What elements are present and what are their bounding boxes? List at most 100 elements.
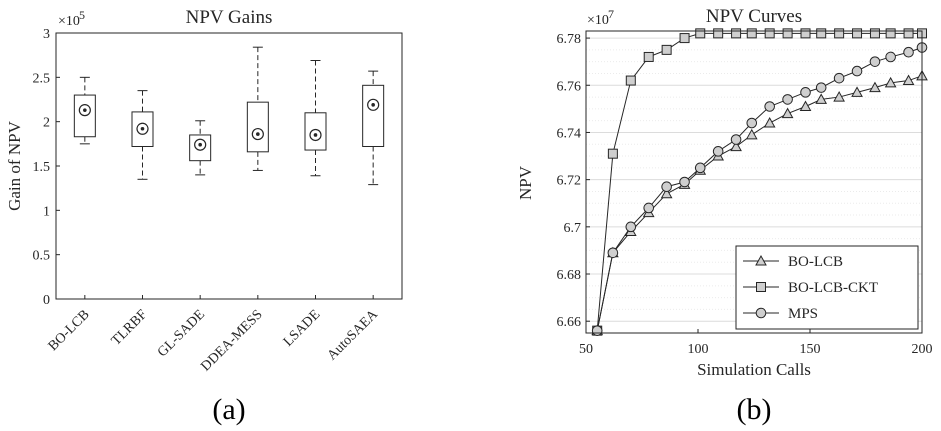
boxes xyxy=(73,46,385,186)
data-point xyxy=(815,93,828,104)
panel-label: (a) xyxy=(212,393,245,426)
data-point xyxy=(902,74,915,86)
box-2 xyxy=(189,120,212,176)
y-tick-label: 6.66 xyxy=(557,315,582,330)
x-axis: 50 100 150 200 xyxy=(579,329,933,357)
data-point xyxy=(745,128,758,140)
data-point xyxy=(643,51,654,62)
y-axis-multiplier: ×10 5 xyxy=(58,8,85,29)
x-axis-label: Simulation Calls xyxy=(697,360,811,379)
data-point xyxy=(869,56,881,67)
data-point xyxy=(607,247,619,259)
x-tick-label: LSADE xyxy=(281,307,324,350)
legend-label: BO-LCB-CKT xyxy=(788,280,878,296)
y-axis: 0 0.5 1 1.5 2 2.5 3 xyxy=(33,27,60,308)
data-point xyxy=(834,28,845,39)
median-marker-dot xyxy=(83,108,87,112)
data-point xyxy=(695,28,706,39)
data-point xyxy=(781,107,794,119)
data-point xyxy=(679,176,690,188)
line-plot-panel: NPV Curves ×10 7 NPV Simulation Calls 6.… xyxy=(516,6,933,426)
x-tick-label: 150 xyxy=(800,342,821,357)
x-tick-label: DDEA-MESS xyxy=(198,307,265,374)
data-point xyxy=(661,181,672,193)
series-circle xyxy=(591,42,928,336)
y-tick-label: 6.76 xyxy=(557,79,582,94)
data-point xyxy=(661,44,672,55)
y-tick-label: 0.5 xyxy=(33,249,51,264)
data-point xyxy=(591,325,603,336)
data-point xyxy=(782,28,793,39)
x-tick-label: AutoSAEA xyxy=(325,307,382,364)
data-point xyxy=(625,221,637,233)
legend: BO-LCB BO-LCB-CKT MPS xyxy=(735,245,919,330)
data-point xyxy=(607,148,618,159)
data-point xyxy=(712,146,724,157)
data-point xyxy=(884,76,897,88)
y-multiplier-base: ×10 xyxy=(58,14,80,29)
chart-title: NPV Gains xyxy=(186,7,273,28)
data-point xyxy=(660,187,673,199)
data-point xyxy=(903,46,914,58)
data-point xyxy=(782,94,793,105)
y-tick-label: 1.5 xyxy=(33,160,51,175)
data-point xyxy=(730,134,742,145)
data-point xyxy=(851,65,863,77)
data-point xyxy=(869,28,880,39)
median-marker-dot xyxy=(371,103,375,107)
box-0 xyxy=(73,76,96,145)
y-axis-label: Gain of NPV xyxy=(5,120,24,210)
data-point xyxy=(694,162,706,174)
legend-label: BO-LCB xyxy=(788,254,843,270)
y-multiplier-exponent: 5 xyxy=(79,8,85,22)
box-5 xyxy=(362,70,385,186)
y-tick-label: 6.74 xyxy=(557,126,582,141)
y-tick-label: 6.7 xyxy=(564,221,582,236)
series xyxy=(591,28,928,336)
data-point xyxy=(903,28,914,39)
y-multiplier-base: ×10 xyxy=(587,13,609,28)
median-marker-dot xyxy=(198,142,202,147)
y-multiplier-exponent: 7 xyxy=(608,7,614,21)
chart-title: NPV Curves xyxy=(706,6,802,27)
data-point xyxy=(764,28,775,39)
x-tick-label: 200 xyxy=(912,342,933,357)
y-tick-label: 1 xyxy=(43,204,50,219)
box-1 xyxy=(131,90,154,180)
data-point xyxy=(852,28,863,39)
legend-marker xyxy=(755,307,767,319)
legend-marker xyxy=(756,282,766,292)
x-tick-label: TLRBF xyxy=(109,307,151,349)
data-point xyxy=(869,81,881,93)
x-tick-label: 100 xyxy=(688,342,709,357)
data-point xyxy=(851,86,863,97)
data-point xyxy=(746,28,757,39)
x-tick-label: GL-SADE xyxy=(155,307,208,360)
data-point xyxy=(713,28,724,39)
box-4 xyxy=(304,59,327,177)
data-point xyxy=(763,116,776,128)
y-tick-label: 2.5 xyxy=(33,71,51,86)
data-point xyxy=(764,101,775,112)
y-axis-label: NPV xyxy=(516,165,535,200)
x-tick-label: BO-LCB xyxy=(46,307,93,354)
data-point xyxy=(625,75,636,86)
y-tick-label: 3 xyxy=(43,27,50,42)
data-point xyxy=(833,91,845,102)
data-point xyxy=(816,28,827,39)
y-tick-label: 6.72 xyxy=(557,174,582,189)
data-point xyxy=(885,28,896,39)
series-square xyxy=(592,28,927,336)
box-3 xyxy=(246,46,269,171)
data-point xyxy=(799,100,812,111)
data-point xyxy=(730,140,742,152)
panel-label: (b) xyxy=(737,393,772,426)
plot-frame xyxy=(585,30,923,334)
data-point xyxy=(731,28,742,39)
legend-marker xyxy=(755,254,767,266)
median-marker-dot xyxy=(313,133,318,137)
y-axis-multiplier: ×10 7 xyxy=(587,7,614,28)
data-point xyxy=(833,72,845,84)
legend-label: MPS xyxy=(788,306,818,322)
